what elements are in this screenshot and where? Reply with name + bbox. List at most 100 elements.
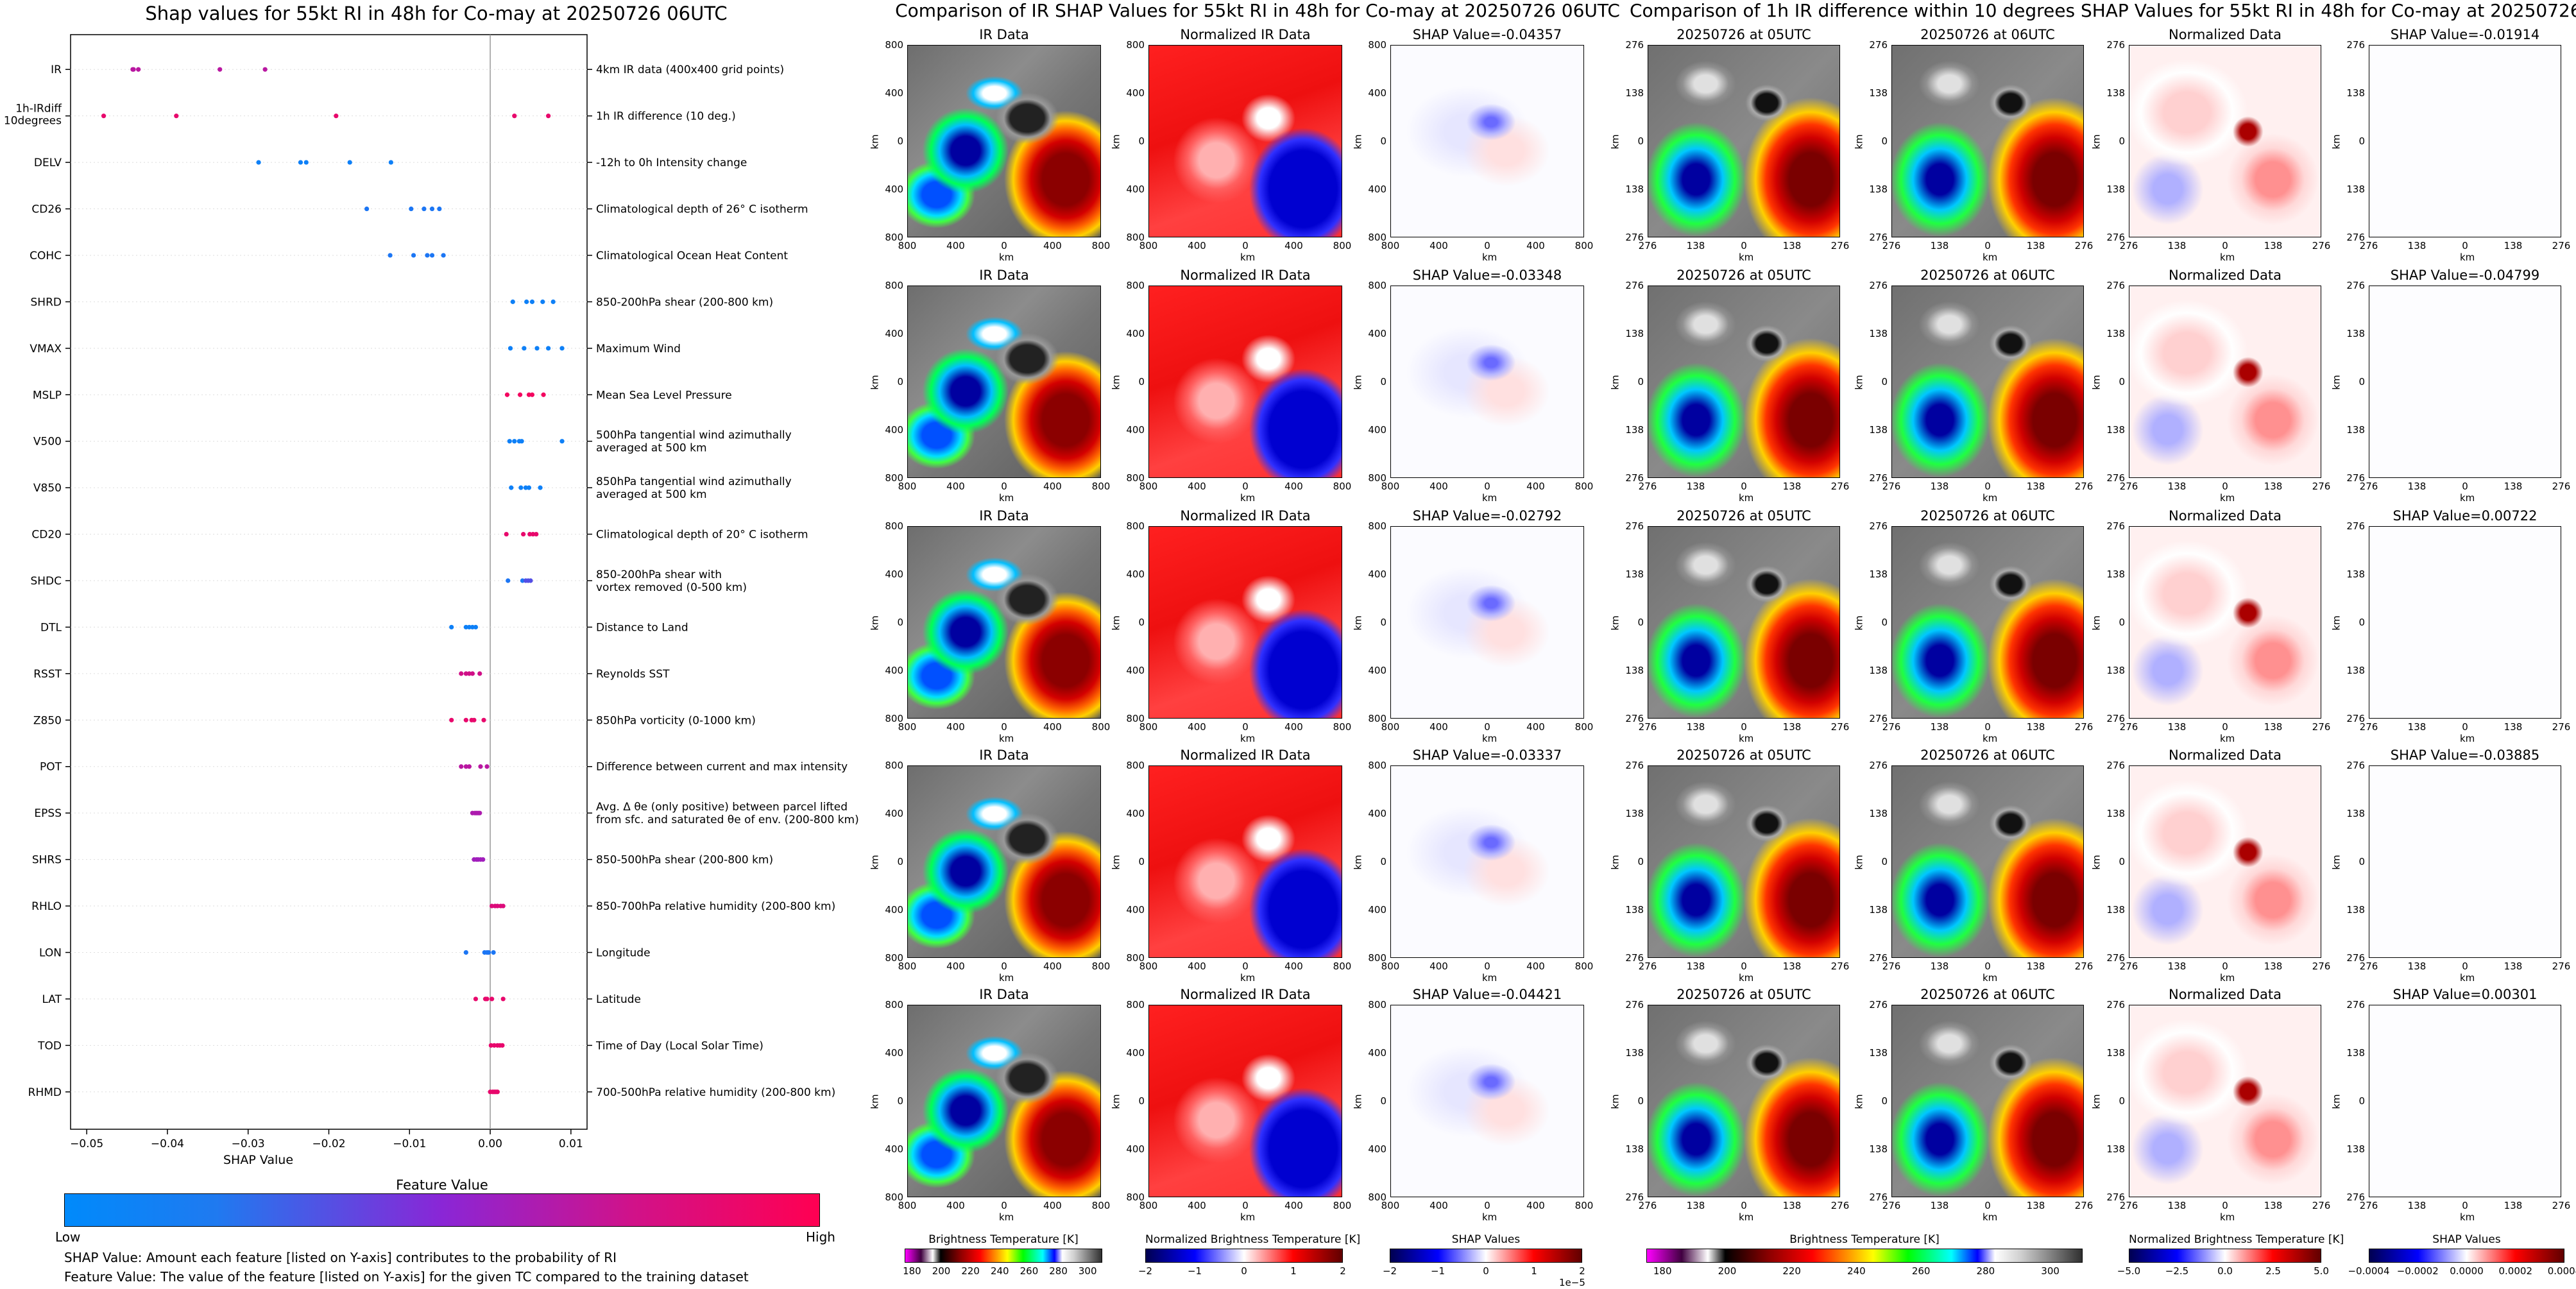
map-x-axis-label: km [1739, 492, 1754, 504]
map-xtick-label: 0 [1242, 721, 1249, 733]
map-ytick-label: 800 [885, 280, 903, 291]
map-ytick-label: 138 [2346, 808, 2365, 819]
map-xtick-label: 138 [2167, 240, 2187, 252]
map-xtick-label: 276 [2119, 960, 2138, 972]
map-xtick-label: 0 [2462, 960, 2468, 972]
shap-point [484, 764, 490, 769]
shap-plot-title: Shap values for 55kt RI in 48h for Co-ma… [145, 3, 728, 24]
colorbar-tick-label: 220 [1782, 1265, 1801, 1277]
map-xtick-label: 276 [1882, 481, 1901, 492]
feature-name-label: V850 [33, 482, 62, 495]
map-y-axis-label: km [2330, 855, 2342, 870]
diff-section-title: Comparison of 1h IR difference within 10… [1630, 0, 2576, 21]
shap-point [466, 624, 472, 630]
colorbar-tick-label: 240 [990, 1265, 1009, 1277]
shap-point [529, 299, 535, 304]
colorbar-label: Normalized Brightness Temperature [K] [2129, 1233, 2344, 1246]
colorbar-tick-label: 0.0002 [2498, 1265, 2533, 1277]
feature-description-label: 1h IR difference (10 deg.) [596, 110, 736, 123]
shap-point [481, 717, 486, 722]
map-xtick-label: 800 [1574, 721, 1594, 733]
shap-point [131, 67, 136, 72]
map-xtick-label: 400 [946, 960, 965, 972]
map-panel-title: 20250726 at 05UTC [1676, 987, 1811, 1002]
map-xtick-label: 800 [898, 481, 917, 492]
map-ytick-label: 0 [1881, 617, 1888, 628]
map-y-axis-label: km [2090, 855, 2103, 870]
map-xtick-label: 138 [2167, 960, 2187, 972]
map-ytick-label: 0 [897, 376, 903, 388]
map-ytick-label: 0 [1637, 376, 1644, 388]
map-panel-diffir [1648, 1005, 1840, 1197]
map-panel-title: IR Data [979, 747, 1029, 763]
feature-name-label: IR [51, 64, 62, 76]
feature-description-label: 4km IR data (400x400 grid points) [596, 64, 784, 76]
map-panel-shap [1390, 286, 1584, 478]
map-xtick-label: 800 [1333, 960, 1352, 972]
shap-point [508, 346, 513, 351]
map-x-axis-label: km [2460, 252, 2475, 263]
feature-name-label: Z850 [33, 714, 62, 727]
map-ytick-label: 138 [1869, 665, 1888, 676]
xtick-label: −0.04 [151, 1138, 184, 1150]
map-panel-title: 20250726 at 06UTC [1920, 268, 2055, 283]
map-ytick-label: 138 [2346, 1047, 2365, 1059]
map-ytick-label: 0 [897, 617, 903, 628]
map-xtick-label: 276 [1830, 240, 1850, 252]
map-xtick-label: 0 [1001, 481, 1007, 492]
map-panel-title: Normalized IR Data [1180, 268, 1311, 283]
map-xtick-label: 138 [2407, 721, 2427, 733]
map-ytick-label: 0 [2358, 135, 2365, 147]
colorbar-label: Brightness Temperature [K] [1789, 1233, 1940, 1246]
shap-point [527, 531, 533, 537]
shap-point [486, 950, 491, 955]
colorbar [2369, 1249, 2564, 1263]
map-x-axis-label: km [999, 972, 1014, 984]
map-ytick-label: 0 [2119, 1095, 2125, 1107]
map-x-axis-label: km [1240, 492, 1256, 504]
map-ytick-label: 0 [897, 1095, 903, 1107]
map-xtick-label: 138 [2167, 1200, 2187, 1211]
map-ytick-label: 276 [1625, 232, 1644, 243]
map-panel-diffir [1891, 765, 2084, 958]
map-panel-diffnorm [2129, 526, 2321, 719]
map-xtick-label: 276 [2359, 240, 2378, 252]
map-x-axis-label: km [999, 733, 1014, 744]
feature-name-label: SHRD [31, 296, 62, 309]
map-panel-shap [1390, 45, 1584, 237]
shap-point [470, 671, 475, 676]
map-ytick-label: 400 [885, 808, 903, 819]
map-xtick-label: 276 [1882, 721, 1901, 733]
map-ytick-label: 138 [1625, 1047, 1644, 1059]
map-ytick-label: 0 [1138, 617, 1145, 628]
map-panel-title: SHAP Value=-0.02792 [1412, 508, 1562, 524]
shap-point [466, 671, 472, 676]
map-xtick-label: 138 [1782, 1200, 1802, 1211]
map-ytick-label: 276 [2346, 760, 2365, 771]
map-xtick-label: 276 [1638, 1200, 1657, 1211]
map-ytick-label: 276 [1625, 520, 1644, 532]
map-panel-shap [1390, 526, 1584, 719]
feature-description-label: Climatological depth of 20° C isotherm [596, 529, 808, 542]
map-x-axis-label: km [2460, 492, 2475, 504]
shap-point [463, 624, 468, 630]
map-ytick-label: 138 [1869, 904, 1888, 916]
map-ytick-label: 276 [1625, 713, 1644, 724]
feature-description-label: Avg. Δ θe (only positive) between parcel… [596, 801, 859, 826]
map-xtick-label: 0 [1984, 960, 1991, 972]
map-panel-title: SHAP Value=-0.03348 [1412, 268, 1562, 283]
map-panel-title: IR Data [979, 27, 1029, 42]
feature-description-label: 850hPa tangential wind azimuthally averag… [596, 475, 792, 501]
feature-name-label: POT [40, 761, 62, 774]
map-xtick-label: 400 [1043, 1200, 1062, 1211]
map-ytick-label: 138 [2346, 328, 2365, 339]
map-y-axis-label: km [1609, 1094, 1621, 1109]
map-x-axis-label: km [1983, 972, 1998, 984]
map-x-axis-label: km [1482, 252, 1497, 263]
xtick-label: 0.00 [478, 1138, 502, 1150]
map-xtick-label: 800 [1381, 240, 1400, 252]
map-ytick-label: 276 [1869, 472, 1888, 484]
map-panel-diffir [1648, 45, 1840, 237]
map-xtick-label: 138 [1782, 721, 1802, 733]
map-panel-title: 20250726 at 05UTC [1676, 27, 1811, 42]
